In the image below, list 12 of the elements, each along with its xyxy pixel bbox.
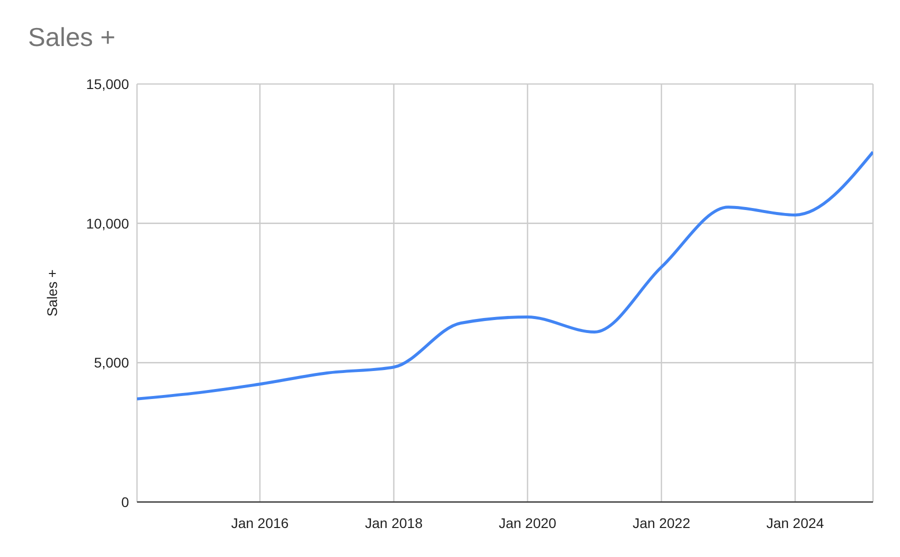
x-tick-label: Jan 2020 bbox=[498, 514, 557, 531]
y-axis-title: Sales + bbox=[44, 269, 60, 317]
chart-title: Sales + bbox=[28, 22, 116, 53]
line-series bbox=[137, 150, 873, 400]
x-tick-label: Jan 2024 bbox=[766, 514, 824, 531]
y-tick-label: 15,000 bbox=[86, 76, 130, 92]
x-tick-label: Jan 2016 bbox=[231, 514, 289, 531]
y-tick-label: 10,000 bbox=[86, 215, 130, 232]
y-tick-label: 5,000 bbox=[94, 354, 130, 371]
x-tick-label: Jan 2022 bbox=[632, 514, 690, 531]
x-tick-label: Jan 2018 bbox=[365, 514, 423, 531]
y-tick-label: 0 bbox=[121, 494, 130, 510]
